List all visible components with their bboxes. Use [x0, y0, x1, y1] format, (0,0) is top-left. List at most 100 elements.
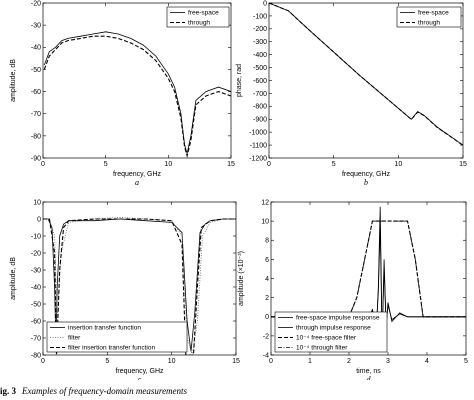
- y-tick-label: -400: [253, 52, 267, 59]
- y-tick-label: -300: [253, 39, 267, 46]
- y-tick-label: -700: [253, 91, 267, 98]
- y-tick-label: -30: [31, 23, 41, 30]
- x-tick-label: 5: [464, 358, 468, 365]
- legend-label: through: [418, 20, 440, 27]
- x-tick-label: 3: [386, 358, 390, 365]
- x-axis-label: time, ns: [356, 368, 381, 375]
- y-axis-label: amplitude, dB: [10, 257, 17, 300]
- y-tick-label: 0: [37, 216, 41, 223]
- y-tick-label: -20: [31, 0, 41, 7]
- y-tick-label: 0: [265, 314, 269, 321]
- y-tick-label: -800: [253, 104, 267, 111]
- x-tick-label: 0: [269, 358, 273, 365]
- plot-frame: [42, 201, 237, 356]
- figure-number: ig. 3: [0, 386, 17, 396]
- x-tick-label: 15: [459, 161, 467, 168]
- y-tick-label: -50: [31, 67, 41, 74]
- x-tick-label: 0: [267, 161, 271, 168]
- y-tick-label: 0: [263, 0, 267, 7]
- legend-label: free-space: [418, 10, 449, 17]
- y-tick-label: -60: [31, 318, 41, 325]
- y-tick-label: -200: [253, 26, 267, 33]
- plot-frame: [42, 2, 232, 159]
- x-tick-label: 1: [308, 358, 312, 365]
- x-axis-label: frequency, GHz: [115, 368, 164, 375]
- x-tick-label: 0: [41, 161, 45, 168]
- legend: free-space through: [396, 6, 462, 28]
- y-tick-label: -90: [31, 155, 41, 162]
- x-tick-label: 0: [41, 358, 45, 365]
- y-tick-label: 2: [265, 295, 269, 302]
- y-tick-label: -600: [253, 78, 267, 85]
- legend: insertion transfer function filter filter …: [46, 321, 188, 353]
- panel-label: a: [135, 178, 139, 187]
- series-line-4: [271, 220, 466, 318]
- legend-label: insertion transfer function: [68, 325, 141, 332]
- series-line-3: [271, 220, 466, 318]
- x-tick-label: 10: [394, 161, 402, 168]
- y-tick-label: -1100: [250, 142, 267, 149]
- y-tick-label: -40: [31, 284, 41, 291]
- y-tick-label: 6: [265, 257, 269, 264]
- y-tick-label: -70: [31, 335, 41, 342]
- legend-label: free-space: [188, 10, 219, 17]
- legend-box: [46, 321, 188, 353]
- y-tick-label: -80: [31, 133, 41, 140]
- x-axis-label: frequency, GHz: [113, 171, 162, 178]
- y-tick-label: -4: [263, 352, 269, 359]
- y-tick-label: -2: [263, 333, 269, 340]
- panel-label: c: [138, 375, 142, 380]
- x-tick-label: 5: [332, 161, 336, 168]
- y-tick-label: 10: [261, 219, 269, 226]
- x-tick-label: 4: [425, 358, 429, 365]
- x-tick-label: 2: [347, 358, 351, 365]
- y-tick-label: -30: [31, 267, 41, 274]
- series-line-1: [43, 31, 231, 154]
- x-tick-label: 5: [104, 161, 108, 168]
- y-tick-label: -20: [31, 250, 41, 257]
- y-tick-label: -40: [31, 45, 41, 52]
- caption-text: Examples of frequency-domain measurement…: [22, 386, 188, 396]
- y-tick-label: -10: [31, 233, 41, 240]
- x-tick-label: 10: [164, 161, 172, 168]
- series-line-2: [43, 216, 236, 355]
- series-line-2: [269, 3, 463, 146]
- y-tick-label: -50: [31, 301, 41, 308]
- figure: 0 5 10 15-90-80-70-60-50-40-30-20frequency,…: [10, 0, 468, 380]
- legend-box: [274, 311, 388, 353]
- legend-label: through impulse response: [296, 325, 371, 332]
- legend-label: 10⁻⁴ through filter: [296, 345, 348, 352]
- legend-label: 10⁻⁴ free-space filter: [296, 335, 357, 342]
- y-tick-label: 4: [265, 276, 269, 283]
- y-tick-label: -1200: [249, 155, 267, 162]
- legend: free-space through: [166, 6, 230, 28]
- x-tick-label: 5: [105, 358, 109, 365]
- y-axis-label: amplitude (×10⁻³): [238, 251, 245, 306]
- y-tick-label: -1000: [249, 130, 267, 137]
- y-tick-label: -70: [31, 111, 41, 118]
- legend-label: free-space impulse response: [296, 315, 380, 322]
- y-tick-label: -60: [31, 89, 41, 96]
- chart-b: 0 5 10 15-1200-1100-1000-900-800-700-600-50…: [236, 0, 467, 187]
- y-tick-label: -500: [253, 65, 267, 72]
- legend-label: filter: [68, 335, 81, 342]
- x-tick-label: 10: [168, 358, 176, 365]
- panel-label: b: [364, 178, 368, 187]
- y-tick-label: 8: [265, 238, 269, 245]
- figure-caption: ig. 3 Examples of frequency-domain measur…: [0, 386, 187, 396]
- y-tick-label: -100: [253, 13, 267, 20]
- y-tick-label: -80: [31, 352, 41, 359]
- x-tick-label: 15: [232, 358, 240, 365]
- y-axis-label: phase, rad: [236, 64, 243, 97]
- legend-label: through: [188, 20, 210, 27]
- x-axis-label: frequency, GHz: [342, 171, 391, 178]
- legend: free-space impulse response through impul…: [274, 311, 388, 353]
- series-line-2: [43, 35, 231, 158]
- y-tick-label: 12: [261, 199, 269, 206]
- legend-label: filter insertion transfer function: [68, 345, 155, 352]
- chart-c: 0 5 10 15 -80 -70 -60 -50 -40 -30 -20 -10 0 10 frequen…: [10, 199, 240, 380]
- y-tick-label: -900: [253, 117, 267, 124]
- y-axis-label: amplitude, dB: [10, 59, 17, 102]
- y-tick-label: 10: [33, 199, 41, 206]
